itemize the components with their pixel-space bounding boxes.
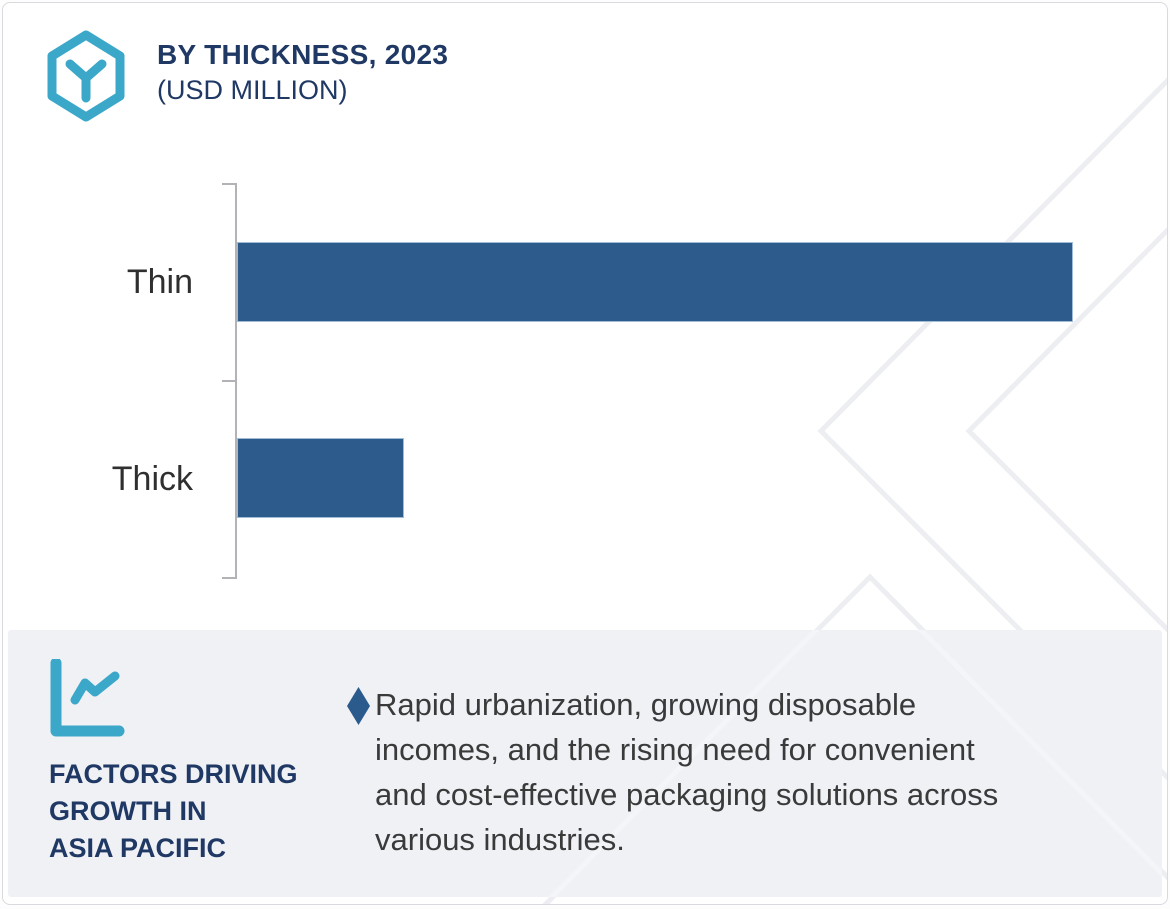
- factors-heading: FACTORS DRIVING GROWTH IN ASIA PACIFIC: [49, 756, 298, 867]
- factors-heading-line: GROWTH IN: [49, 796, 207, 826]
- factor-bullet-item: Rapid urbanization, growing disposable i…: [347, 682, 1115, 862]
- chart-subtitle: (USD MILLION): [157, 75, 348, 105]
- factors-heading-line: FACTORS DRIVING: [49, 759, 298, 789]
- axis-tick: [222, 380, 236, 382]
- category-label-thick: Thick: [111, 460, 193, 498]
- factor-text-line: various industries.: [375, 822, 625, 857]
- axis-tick: [222, 577, 236, 579]
- bar-thick: [237, 438, 404, 518]
- category-label-thin: Thin: [126, 263, 193, 301]
- factors-heading-line: ASIA PACIFIC: [49, 833, 227, 863]
- bar-thin: [237, 242, 1073, 322]
- chart-y-axis: [222, 183, 237, 579]
- factor-text-line: Rapid urbanization, growing disposable: [375, 687, 917, 722]
- factor-text-line: and cost-effective packaging solutions a…: [375, 777, 999, 812]
- chart-title: BY THICKNESS, 2023: [157, 39, 449, 70]
- hexagon-logo-icon: [47, 30, 125, 122]
- line-chart-icon: [50, 659, 125, 737]
- factors-panel: FACTORS DRIVING GROWTH IN ASIA PACIFIC R…: [8, 630, 1162, 897]
- axis-tick: [222, 183, 236, 185]
- factor-text-line: incomes, and the rising need for conveni…: [375, 732, 975, 767]
- diamond-bullet-icon: [347, 687, 370, 725]
